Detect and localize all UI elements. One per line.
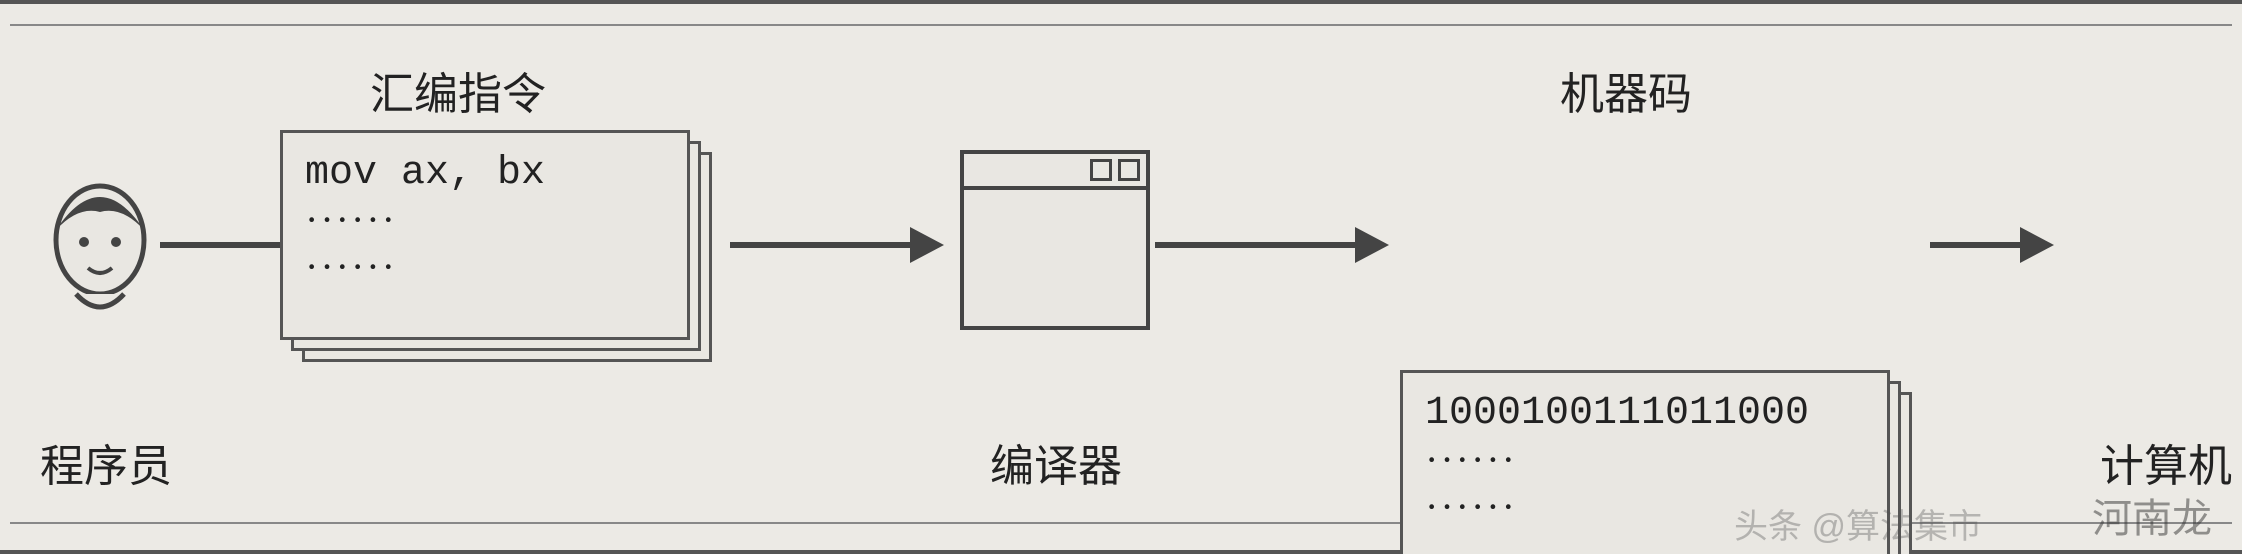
assembly-title: 汇编指令 [370,58,546,122]
programmer-label: 程序员 [40,430,172,494]
compiler-stage [960,150,1150,330]
titlebar-button-1 [1090,159,1112,181]
assembly-page-front: mov ax, bx ······ ······ [280,130,690,340]
assembly-doc: mov ax, bx ······ ······ [280,130,720,370]
compiler-window-icon [960,150,1150,330]
connector-3 [1155,242,1355,248]
connector-1 [160,242,280,248]
assembly-line-2: ······ [305,196,665,243]
mc-line-1: 1000100111011000 [1425,391,1865,436]
watermark-right: 河南龙 [2092,486,2212,544]
connector-2 [730,242,910,248]
computer-label: 计算机 [2100,430,2232,494]
connector-4 [1930,242,2020,248]
arrow-2-head [910,227,944,263]
compiler-titlebar [964,154,1146,190]
watermark-left: 头条 @算法集市 [1734,499,1982,548]
programmer-head-icon [40,170,160,320]
arrow-4-head [2020,227,2054,263]
assembly-line-1: mov ax, bx [305,151,665,196]
machine-code-title: 机器码 [1560,58,1692,122]
titlebar-button-2 [1118,159,1140,181]
arrow-3-head [1355,227,1389,263]
assembly-line-3: ······ [305,243,665,290]
programmer-stage [40,170,160,325]
compiler-label: 编译器 [990,430,1122,494]
mc-line-2: ······ [1425,436,1865,483]
